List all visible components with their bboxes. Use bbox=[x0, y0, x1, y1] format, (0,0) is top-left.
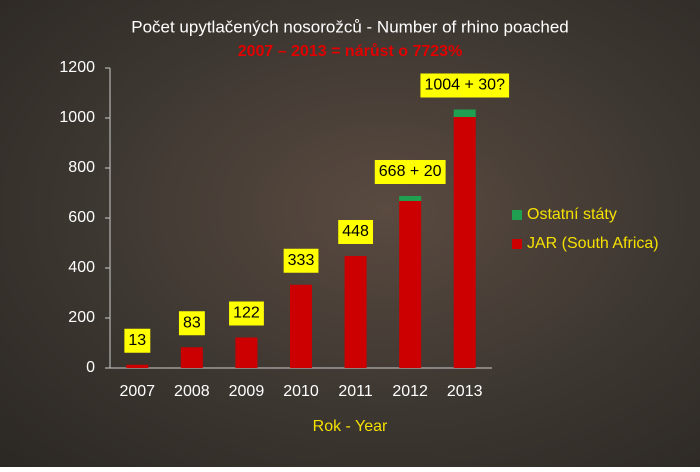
y-tick-label: 800 bbox=[68, 159, 95, 176]
value-label: 1004 + 30? bbox=[424, 77, 505, 94]
x-tick-label: 2009 bbox=[229, 383, 265, 400]
bar-segment bbox=[235, 337, 258, 368]
chart-subtitle: 2007 – 2013 = nárůst o 7723% bbox=[238, 43, 463, 60]
x-tick-label: 2013 bbox=[447, 383, 483, 400]
value-label-box bbox=[338, 220, 374, 244]
legend-label: Ostatní státy bbox=[527, 206, 617, 223]
x-tick-label: 2007 bbox=[119, 383, 155, 400]
bar-segment bbox=[126, 364, 149, 368]
value-label: 333 bbox=[288, 252, 315, 269]
x-tick-label: 2012 bbox=[392, 383, 428, 400]
bar-segment bbox=[399, 196, 422, 201]
value-label-box bbox=[283, 248, 319, 273]
bar-segment bbox=[344, 256, 367, 368]
value-label: 668 + 20 bbox=[379, 163, 442, 180]
y-tick-label: 0 bbox=[86, 359, 95, 376]
value-label: 83 bbox=[183, 314, 201, 331]
x-axis-label: Rok - Year bbox=[313, 418, 388, 435]
legend-swatch bbox=[512, 239, 522, 249]
y-tick-label: 200 bbox=[68, 309, 95, 326]
y-tick-label: 1000 bbox=[59, 109, 95, 126]
y-tick-label: 1200 bbox=[59, 59, 95, 76]
x-tick-label: 2008 bbox=[174, 383, 210, 400]
x-tick-label: 2011 bbox=[338, 383, 373, 400]
value-label-box bbox=[229, 301, 264, 326]
value-label: 13 bbox=[128, 332, 146, 349]
value-label: 122 bbox=[233, 305, 260, 322]
bar-segment bbox=[399, 201, 422, 368]
y-tick-label: 600 bbox=[68, 209, 95, 226]
value-label: 448 bbox=[342, 223, 369, 240]
legend-swatch bbox=[512, 210, 522, 220]
x-tick-label: 2010 bbox=[283, 383, 319, 400]
bar-segment bbox=[290, 284, 312, 368]
y-tick-label: 400 bbox=[68, 259, 95, 276]
value-label-box bbox=[420, 73, 510, 98]
bar-segment bbox=[453, 117, 476, 368]
chart-title: Počet upytlačených nosorožců - Number of… bbox=[131, 17, 569, 36]
bar-segment bbox=[180, 347, 203, 368]
value-label-box bbox=[178, 311, 205, 336]
bar-segment bbox=[453, 109, 476, 117]
value-label-box bbox=[374, 160, 446, 184]
legend-label: JAR (South Africa) bbox=[527, 235, 659, 252]
value-label-box bbox=[124, 328, 151, 353]
